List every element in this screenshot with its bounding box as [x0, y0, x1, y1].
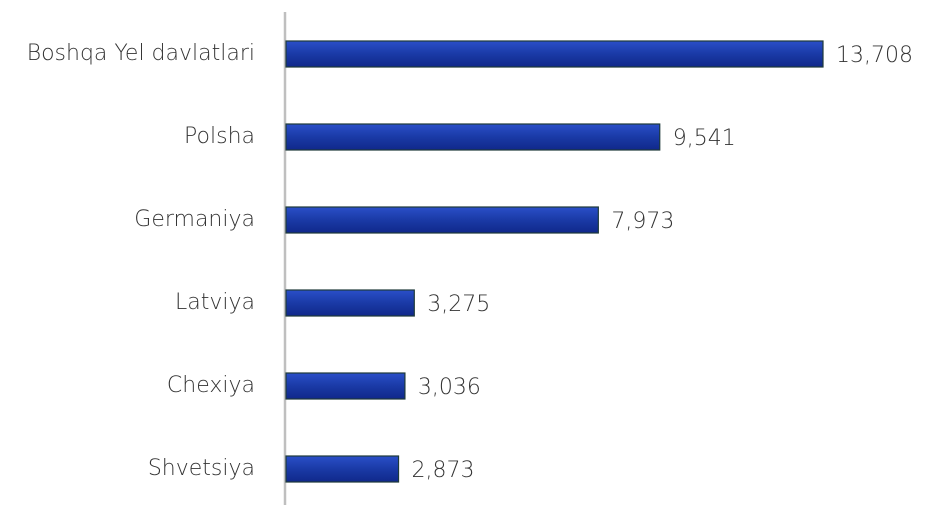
- bar: [285, 289, 415, 317]
- bar: [285, 40, 824, 68]
- value-label: 3,036: [418, 375, 481, 400]
- category-label: Polsha: [184, 124, 255, 149]
- bar: [285, 206, 599, 234]
- value-label: 13,708: [836, 43, 913, 68]
- category-label: Latviya: [175, 290, 255, 315]
- value-label: 9,541: [673, 126, 736, 151]
- category-label: Shvetsiya: [148, 456, 255, 481]
- category-label: Boshqa Yel davlatlari: [27, 41, 255, 66]
- category-label: Chexiya: [167, 373, 255, 398]
- value-label: 7,973: [611, 209, 674, 234]
- bar: [285, 372, 406, 400]
- category-label: Germaniya: [134, 207, 255, 232]
- bar: [285, 455, 400, 483]
- bar: [285, 123, 661, 151]
- value-label: 3,275: [427, 292, 490, 317]
- value-label: 2,873: [412, 458, 475, 483]
